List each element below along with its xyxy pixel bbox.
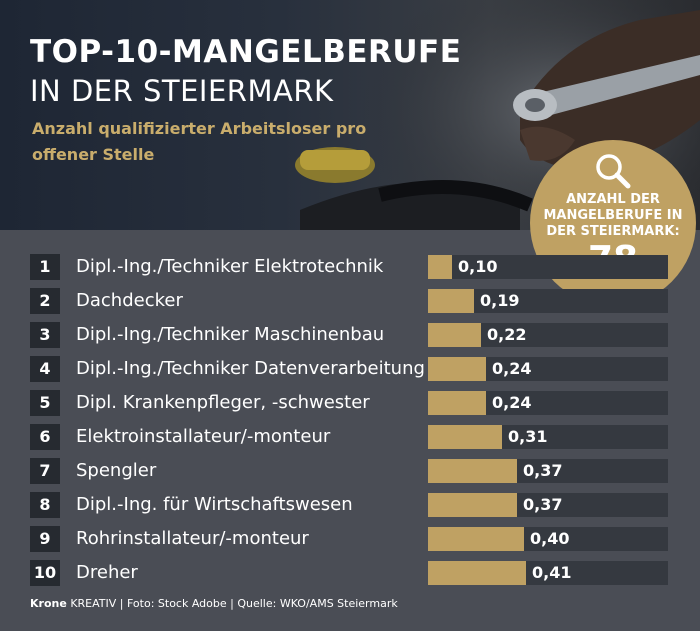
bar <box>428 527 524 551</box>
bar-track: 0,10 <box>428 255 668 279</box>
category-label: Spengler <box>76 460 157 481</box>
category-label: Dipl.-Ing. für Wirtschaftswesen <box>76 494 353 515</box>
rank-label: 1 <box>30 254 60 280</box>
chart-title-line1: TOP-10-MANGELBERUFE <box>30 34 462 70</box>
bar <box>428 391 486 415</box>
category-label: Dachdecker <box>76 290 183 311</box>
rank-label: 4 <box>30 356 60 382</box>
chart-subtitle: Anzahl qualifizierter Arbeitsloser pro o… <box>32 119 367 164</box>
chart-row: 7 Spengler 0,37 <box>0 454 700 488</box>
footer-separator: | <box>119 597 127 610</box>
bar-track: 0,19 <box>428 289 668 313</box>
footer-brand: Krone <box>30 597 67 610</box>
footer-photo-credit: Foto: Stock Adobe <box>126 597 227 610</box>
bar-track: 0,37 <box>428 459 668 483</box>
data-label: 0,41 <box>532 563 572 582</box>
chart-row: 4 Dipl.-Ing./Techniker Datenverarbeitung 0… <box>0 352 700 386</box>
badge-label: ANZAHL DER MANGELBERUFE IN DER STEIERMAR… <box>543 192 683 239</box>
chart-row: 10 Dreher 0,41 <box>0 556 700 590</box>
chart-row: 5 Dipl. Krankenpfleger, -schwester 0,24 <box>0 386 700 420</box>
bar-track: 0,41 <box>428 561 668 585</box>
chart-row: 9 Rohrinstallateur/-monteur 0,40 <box>0 522 700 556</box>
bar-track: 0,37 <box>428 493 668 517</box>
category-label: Dipl.-Ing./Techniker Datenverarbeitung <box>76 358 425 379</box>
data-label: 0,37 <box>523 461 563 480</box>
category-label: Dipl. Krankenpfleger, -schwester <box>76 392 370 413</box>
rank-label: 3 <box>30 322 60 348</box>
data-label: 0,22 <box>487 325 527 344</box>
category-label: Dipl.-Ing./Techniker Maschinenbau <box>76 324 385 345</box>
rank-label: 5 <box>30 390 60 416</box>
data-label: 0,19 <box>480 291 520 310</box>
category-label: Dreher <box>76 562 138 583</box>
rank-label: 6 <box>30 424 60 450</box>
footer-source: Quelle: WKO/AMS Steiermark <box>237 597 398 610</box>
data-label: 0,37 <box>523 495 563 514</box>
chart-title-line2: IN DER STEIERMARK <box>30 74 334 108</box>
bar <box>428 493 517 517</box>
chart-row: 8 Dipl.-Ing. für Wirtschaftswesen 0,37 <box>0 488 700 522</box>
rank-label: 9 <box>30 526 60 552</box>
bar <box>428 323 481 347</box>
rank-label: 7 <box>30 458 60 484</box>
bar <box>428 289 474 313</box>
chart-row: 3 Dipl.-Ing./Techniker Maschinenbau 0,22 <box>0 318 700 352</box>
chart-row: 6 Elektroinstallateur/-monteur 0,31 <box>0 420 700 454</box>
bar <box>428 357 486 381</box>
rank-label: 2 <box>30 288 60 314</box>
bar <box>428 255 452 279</box>
data-label: 0,31 <box>508 427 548 446</box>
bar <box>428 459 517 483</box>
data-label: 0,24 <box>492 393 532 412</box>
bar <box>428 561 526 585</box>
bar-track: 0,24 <box>428 357 668 381</box>
footer-separator: | <box>230 597 238 610</box>
data-label: 0,40 <box>530 529 570 548</box>
chart-row: 1 Dipl.-Ing./Techniker Elektrotechnik 0,10 <box>0 250 700 284</box>
bar-track: 0,24 <box>428 391 668 415</box>
rank-label: 10 <box>30 560 60 586</box>
bar-track: 0,22 <box>428 323 668 347</box>
search-icon <box>596 154 631 189</box>
footer-brand-suffix: KREATIV <box>70 597 117 610</box>
category-label: Rohrinstallateur/-monteur <box>76 528 309 549</box>
rank-label: 8 <box>30 492 60 518</box>
category-label: Dipl.-Ing./Techniker Elektrotechnik <box>76 256 384 277</box>
footer-credits: Krone KREATIV | Foto: Stock Adobe | Quel… <box>30 597 398 610</box>
bar <box>428 425 502 449</box>
bar-track: 0,40 <box>428 527 668 551</box>
bar-track: 0,31 <box>428 425 668 449</box>
data-label: 0,10 <box>458 257 498 276</box>
data-label: 0,24 <box>492 359 532 378</box>
category-label: Elektroinstallateur/-monteur <box>76 426 331 447</box>
chart-row: 2 Dachdecker 0,19 <box>0 284 700 318</box>
